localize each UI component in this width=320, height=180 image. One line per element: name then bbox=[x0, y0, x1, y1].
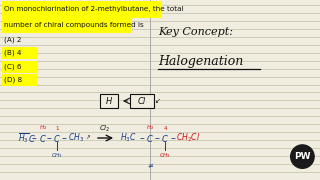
FancyBboxPatch shape bbox=[2, 47, 37, 59]
Text: ≠: ≠ bbox=[147, 163, 153, 169]
Text: $CH_3$: $CH_3$ bbox=[159, 152, 171, 160]
Text: $CH_3$: $CH_3$ bbox=[68, 132, 84, 144]
Text: $Cl_2$: $Cl_2$ bbox=[99, 124, 111, 134]
FancyBboxPatch shape bbox=[100, 94, 118, 108]
Text: PW: PW bbox=[294, 152, 311, 161]
Text: (A) 2: (A) 2 bbox=[4, 37, 21, 43]
Text: Cl: Cl bbox=[138, 96, 146, 105]
Text: H: H bbox=[106, 96, 112, 105]
FancyBboxPatch shape bbox=[2, 61, 37, 73]
FancyBboxPatch shape bbox=[2, 17, 132, 33]
Text: –: – bbox=[61, 133, 67, 143]
Text: (B) 4: (B) 4 bbox=[4, 50, 21, 56]
Text: $H_3C$: $H_3C$ bbox=[120, 132, 137, 144]
Text: ↙: ↙ bbox=[155, 98, 161, 104]
Text: 4: 4 bbox=[163, 125, 167, 130]
Text: $C$: $C$ bbox=[53, 132, 61, 143]
Text: –: – bbox=[32, 133, 36, 143]
Text: (D) 8: (D) 8 bbox=[4, 77, 22, 83]
Text: $\overline{H_3}$: $\overline{H_3}$ bbox=[18, 131, 29, 145]
Text: $C$: $C$ bbox=[39, 132, 47, 143]
Text: ↗: ↗ bbox=[86, 136, 90, 141]
FancyBboxPatch shape bbox=[2, 74, 37, 86]
FancyBboxPatch shape bbox=[2, 1, 162, 18]
Text: $C$: $C$ bbox=[161, 132, 169, 143]
Text: (C) 6: (C) 6 bbox=[4, 64, 21, 70]
Text: $C$: $C$ bbox=[146, 132, 154, 143]
Text: –: – bbox=[140, 133, 144, 143]
Text: –: – bbox=[155, 133, 159, 143]
Text: –: – bbox=[171, 133, 175, 143]
Text: $CH_3$: $CH_3$ bbox=[51, 152, 63, 160]
Text: $H_2$: $H_2$ bbox=[146, 123, 154, 132]
Text: Halogenation: Halogenation bbox=[158, 55, 244, 69]
Text: $H_2$: $H_2$ bbox=[39, 123, 47, 132]
Text: On monochlorination of 2-methylbutane, the total: On monochlorination of 2-methylbutane, t… bbox=[4, 6, 183, 12]
Text: $CH_2Cl$: $CH_2Cl$ bbox=[176, 132, 200, 144]
Text: $C$: $C$ bbox=[28, 132, 36, 143]
Text: number of chiral compounds formed is: number of chiral compounds formed is bbox=[4, 22, 144, 28]
Circle shape bbox=[291, 145, 314, 168]
Text: 1: 1 bbox=[55, 125, 59, 130]
Text: –: – bbox=[47, 133, 52, 143]
FancyBboxPatch shape bbox=[130, 94, 154, 108]
Text: Key Concept:: Key Concept: bbox=[158, 27, 233, 37]
